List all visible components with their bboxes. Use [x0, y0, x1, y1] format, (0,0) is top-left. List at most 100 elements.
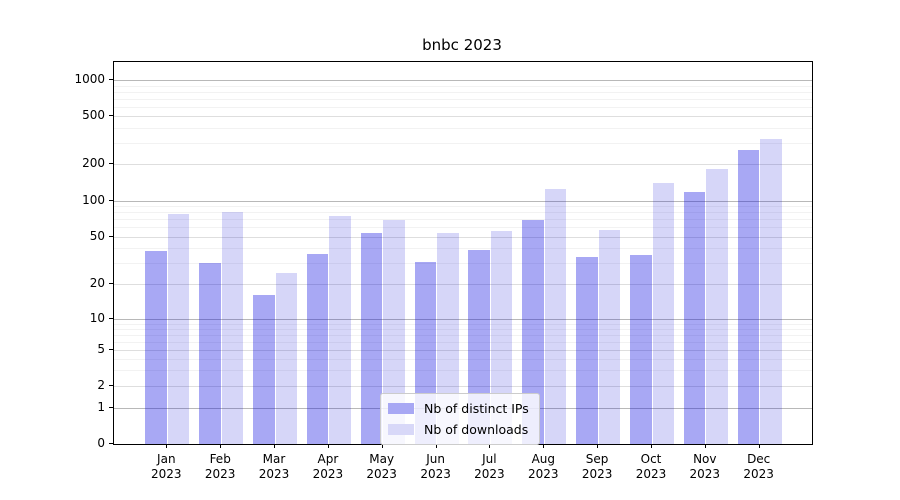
- gridline-900: [114, 85, 812, 87]
- bar-nb-of-downloads-jun-2023: [437, 232, 459, 444]
- legend-item-downloads: Nb of downloads: [388, 420, 529, 438]
- gridline-70: [114, 219, 812, 221]
- gridline-500: [114, 116, 812, 117]
- y-tick-mark-20: [109, 283, 113, 284]
- y-tick-mark-2: [109, 385, 113, 386]
- bar-nb-of-downloads-jul-2023: [490, 231, 513, 444]
- bar-nb-of-downloads-apr-2023: [329, 215, 351, 444]
- legend: Nb of distinct IPs Nb of downloads: [380, 393, 540, 445]
- gridline-2: [114, 386, 812, 387]
- bar-nb-of-distinct-ips-feb-2023: [199, 263, 221, 444]
- y-tick-label-20: 20: [89, 276, 105, 290]
- gridline-60: [114, 227, 812, 229]
- legend-swatch-downloads: [388, 423, 414, 435]
- x-tick-mark-jul: [489, 444, 491, 448]
- y-tick-label-2: 2: [97, 378, 105, 392]
- gridline-90: [114, 206, 812, 208]
- bar-nb-of-downloads-jan-2023: [167, 214, 190, 444]
- y-tick-label-1000: 1000: [74, 72, 105, 86]
- gridline-40: [114, 248, 812, 250]
- bar-nb-of-downloads-sep-2023: [598, 230, 621, 444]
- gridline-100: [114, 200, 812, 202]
- x-tick-mark-oct: [651, 444, 652, 448]
- y-tick-mark-5: [109, 349, 113, 350]
- legend-label-downloads: Nb of downloads: [424, 421, 529, 437]
- x-tick-label-dec: Dec 2023: [743, 452, 774, 481]
- y-tick-label-200: 200: [82, 156, 105, 170]
- y-tick-mark-200: [109, 163, 113, 164]
- y-tick-mark-1: [109, 407, 113, 408]
- x-tick-mark-may: [381, 444, 383, 448]
- bar-nb-of-distinct-ips-oct-2023: [630, 255, 652, 444]
- bar-nb-of-distinct-ips-apr-2023: [306, 253, 329, 444]
- bar-nb-of-downloads-oct-2023: [652, 182, 674, 444]
- x-tick-label-oct: Oct 2023: [635, 452, 667, 481]
- gridline-200: [114, 164, 812, 165]
- y-tick-mark-100: [109, 199, 113, 201]
- gridline-30: [114, 263, 812, 265]
- bar-nb-of-distinct-ips-sep-2023: [576, 256, 598, 444]
- chart-title: bnbc 2023: [422, 36, 502, 54]
- legend-swatch-distinct-ips: [388, 402, 414, 414]
- y-tick-label-100: 100: [82, 192, 105, 207]
- x-tick-mark-jan: [166, 444, 168, 448]
- gridline-10: [114, 319, 812, 320]
- legend-item-distinct-ips: Nb of distinct IPs: [388, 399, 529, 417]
- x-tick-mark-aug: [543, 444, 545, 448]
- x-tick-label-mar: Mar 2023: [258, 452, 290, 481]
- bar-nb-of-downloads-mar-2023: [275, 272, 297, 444]
- gridline-80: [114, 212, 812, 214]
- x-tick-mark-feb: [220, 444, 222, 448]
- gridline-50: [114, 237, 812, 238]
- gridline-4: [114, 358, 812, 360]
- y-tick-label-10: 10: [89, 311, 105, 325]
- y-tick-mark-10: [109, 318, 113, 319]
- bar-nb-of-distinct-ips-mar-2023: [253, 295, 275, 444]
- x-tick-label-jul: Jul 2023: [474, 452, 505, 481]
- x-tick-label-sep: Sep 2023: [581, 452, 613, 481]
- bar-nb-of-distinct-ips-aug-2023: [522, 220, 544, 444]
- x-tick-label-jan: Jan 2023: [151, 452, 182, 481]
- gridline-300: [114, 142, 812, 144]
- bar-nb-of-distinct-ips-nov-2023: [683, 191, 706, 444]
- y-tick-mark-500: [109, 115, 113, 116]
- gridline-600: [114, 106, 812, 108]
- bar-nb-of-downloads-may-2023: [383, 220, 405, 444]
- x-tick-mark-nov: [704, 444, 706, 448]
- plot-area: Nb of distinct IPs Nb of downloads: [113, 61, 813, 445]
- legend-label-distinct-ips: Nb of distinct IPs: [424, 400, 529, 416]
- bar-nb-of-distinct-ips-may-2023: [360, 232, 383, 444]
- bar-nb-of-downloads-nov-2023: [706, 169, 728, 444]
- y-tick-label-0: 0: [97, 436, 105, 450]
- gridline-700: [114, 98, 812, 100]
- bar-nb-of-distinct-ips-dec-2023: [737, 150, 760, 444]
- y-tick-mark-1000: [109, 79, 113, 80]
- y-tick-mark-50: [109, 236, 113, 237]
- x-tick-label-apr: Apr 2023: [312, 452, 344, 481]
- gridline-800: [114, 91, 812, 93]
- y-tick-mark-0: [109, 443, 113, 444]
- x-tick-label-aug: Aug 2023: [528, 452, 559, 481]
- x-tick-label-jun: Jun 2023: [420, 452, 451, 481]
- x-tick-mark-sep: [597, 444, 599, 448]
- y-tick-label-1: 1: [97, 400, 105, 414]
- y-tick-label-500: 500: [82, 108, 105, 122]
- y-tick-label-5: 5: [97, 342, 105, 356]
- x-tick-mark-apr: [327, 444, 329, 448]
- x-tick-label-may: May 2023: [366, 452, 397, 481]
- gridline-3: [114, 370, 812, 372]
- x-tick-label-feb: Feb 2023: [204, 452, 236, 481]
- gridline-1000: [114, 80, 812, 81]
- bar-nb-of-downloads-dec-2023: [760, 139, 782, 444]
- x-tick-mark-jun: [435, 444, 437, 448]
- x-tick-mark-dec: [758, 444, 760, 448]
- bar-nb-of-downloads-aug-2023: [544, 189, 567, 444]
- gridline-6: [114, 341, 812, 343]
- gridline-9: [114, 323, 812, 325]
- x-tick-mark-mar: [274, 444, 275, 448]
- y-tick-label-50: 50: [89, 229, 105, 243]
- gridline-20: [114, 284, 812, 285]
- gridline-5: [114, 350, 812, 351]
- bar-nb-of-distinct-ips-jan-2023: [145, 251, 167, 444]
